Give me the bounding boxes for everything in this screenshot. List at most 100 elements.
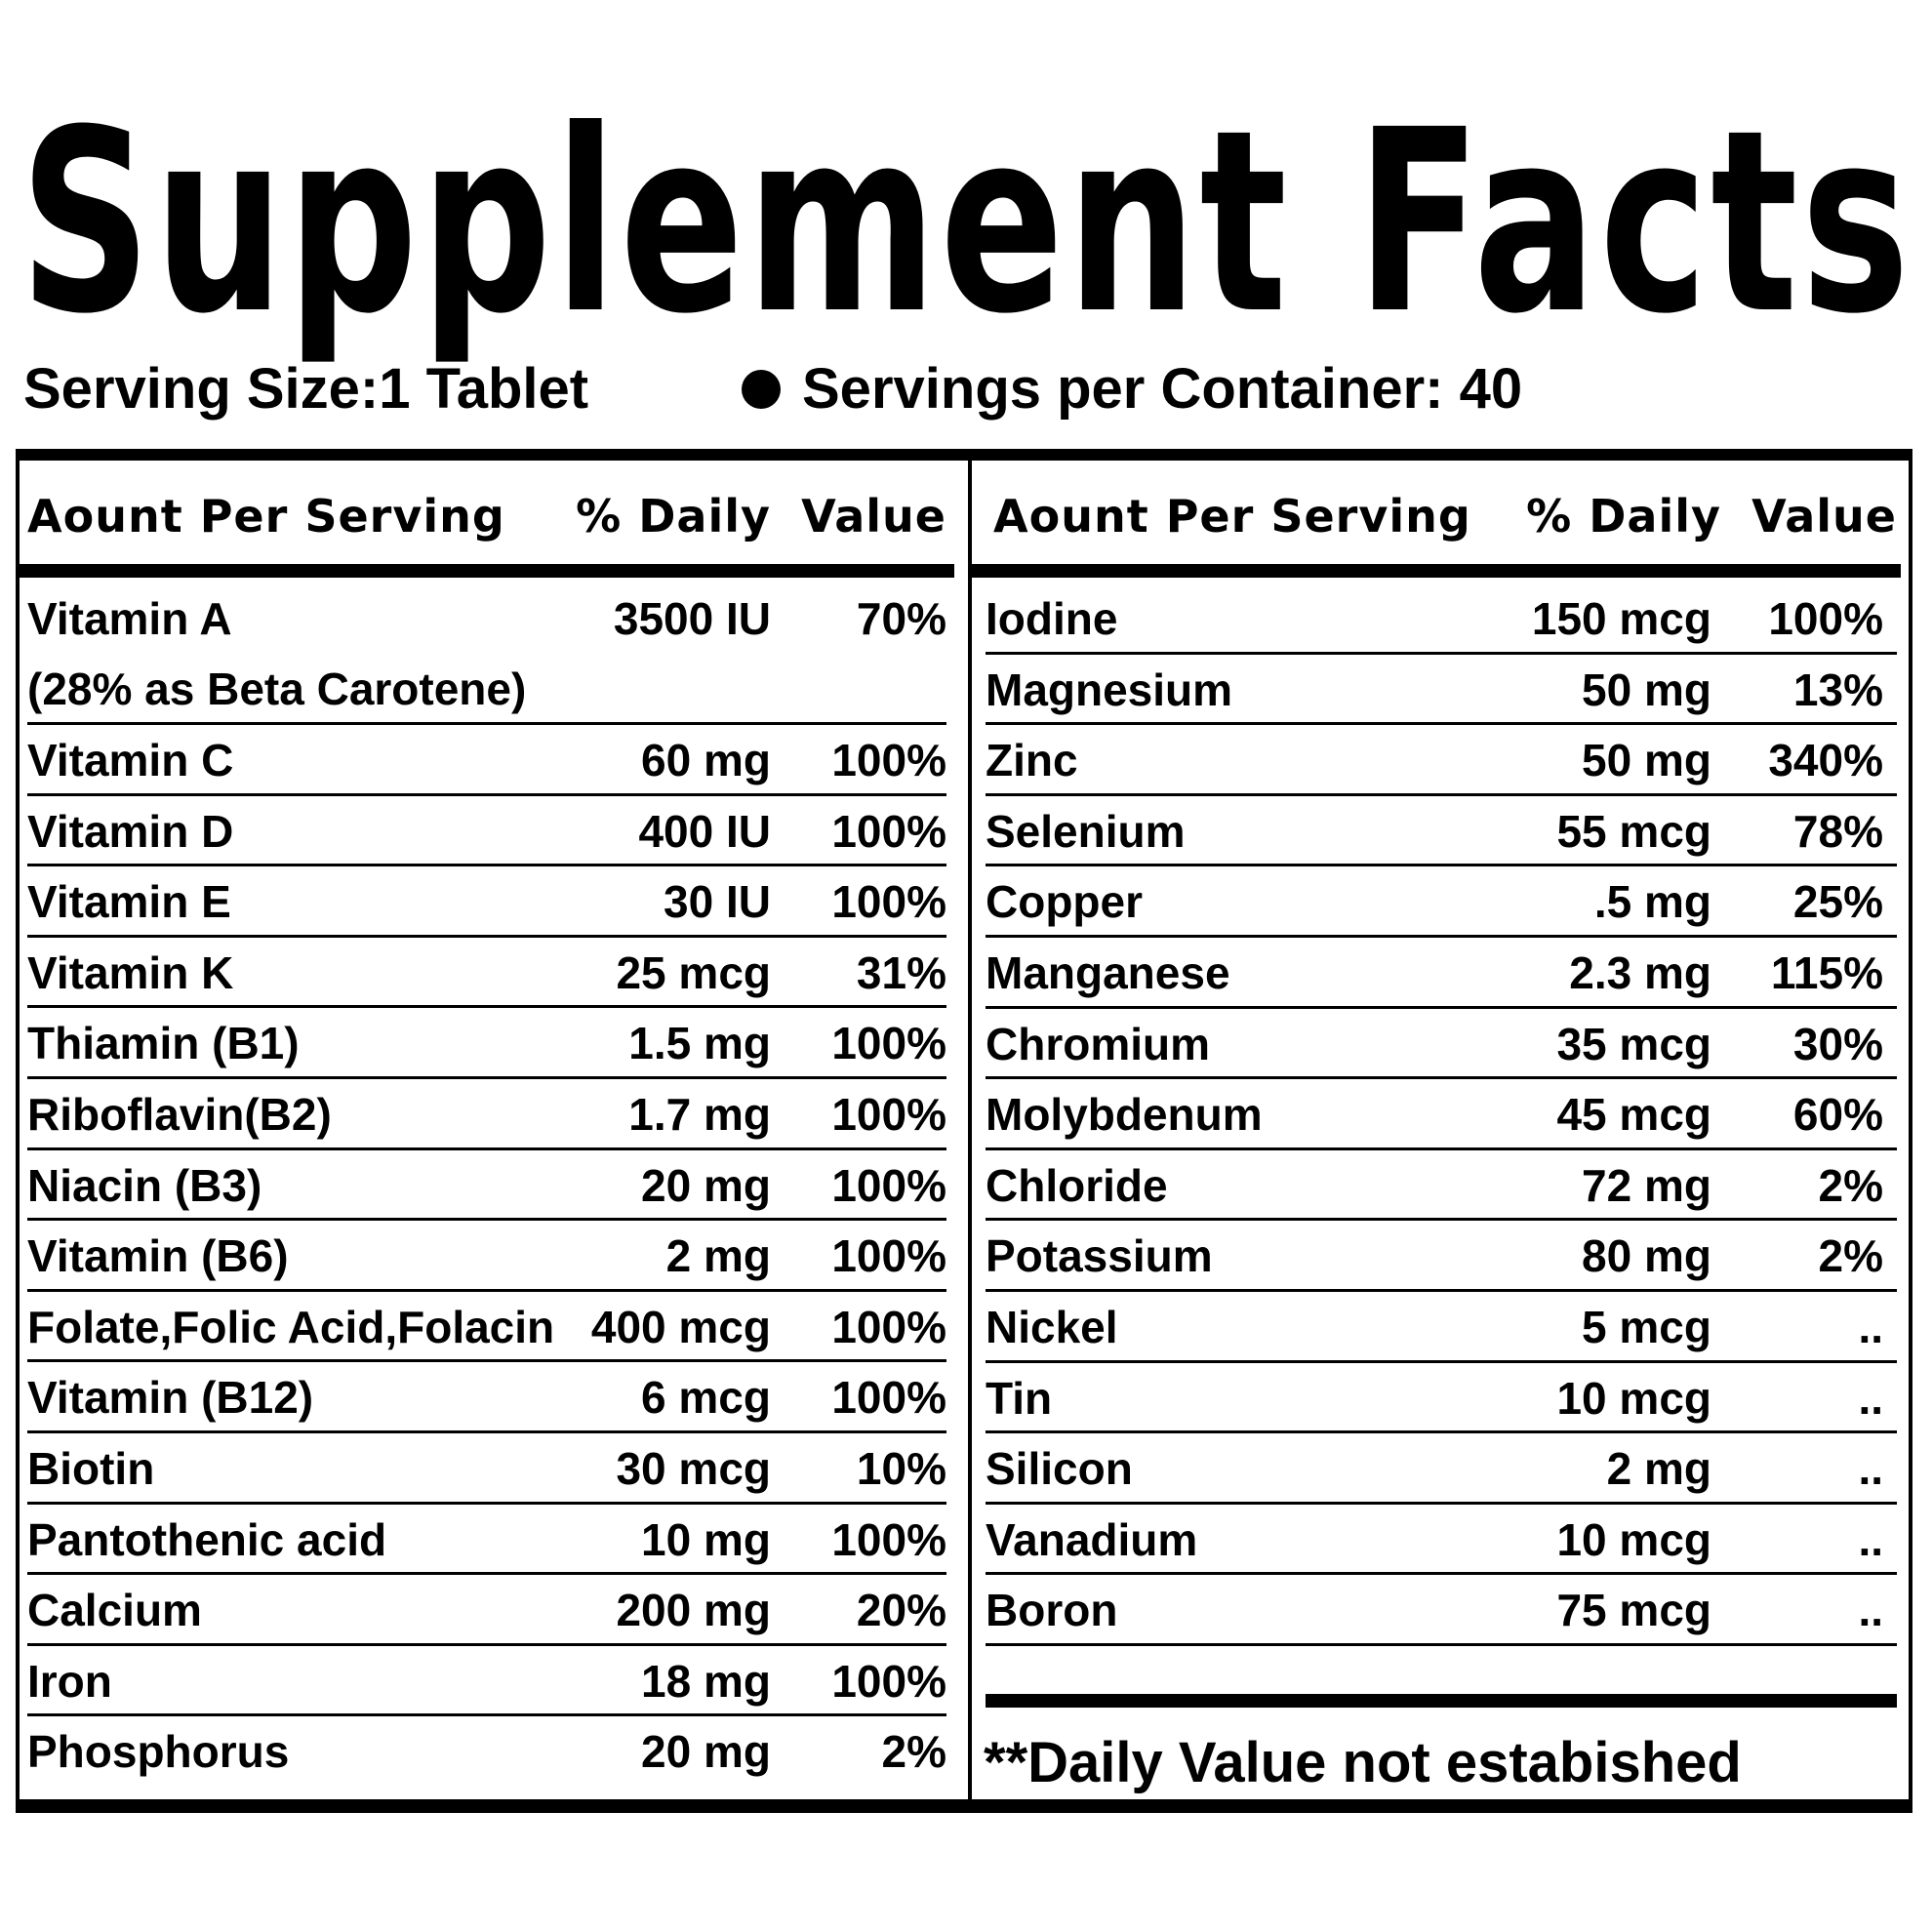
nutrient-amount: 200 mg (616, 1585, 771, 1636)
nutrient-name: Iron (27, 1655, 112, 1707)
nutrient-row: Iron 18 mg 100% (27, 1646, 946, 1717)
nutrient-row: Manganese 2.3 mg 115% (986, 938, 1897, 1009)
nutrient-amount: 30 mcg (616, 1442, 771, 1494)
nutrient-daily-value: 100% (831, 1018, 946, 1069)
nutrient-daily-value: .. (1858, 1301, 1883, 1352)
nutrient-name: Riboflavin(B2) (27, 1088, 332, 1140)
nutrient-amount: 2 mg (1606, 1443, 1711, 1495)
nutrient-row: Vitamin (B6) 2 mg 100% (27, 1221, 946, 1292)
nutrient-row: Potassium 80 mg 2% (986, 1221, 1897, 1292)
nutrient-amount: 150 mcg (1531, 593, 1711, 644)
nutrient-name: Copper (986, 876, 1143, 928)
nutrient-row: Vitamin K 25 mcg 31% (27, 938, 946, 1009)
header-value: Value (801, 490, 946, 543)
nutrient-amount: 50 mg (1582, 664, 1711, 715)
nutrient-row: Nickel 5 mcg.. (986, 1292, 1897, 1363)
nutrient-row: Calcium 200 mg 20% (27, 1575, 946, 1646)
nutrient-daily-value: 100% (831, 1655, 946, 1707)
nutrient-name: Potassium (986, 1230, 1213, 1282)
nutrient-daily-value: 100% (831, 1230, 946, 1282)
nutrient-daily-value: .. (1858, 1443, 1883, 1495)
left-column-header: Aount Per Serving % Daily Value (27, 476, 946, 556)
right-nutrient-list: Iodine 150 mcg 100% Magnesium 50 mg 13% Zinc 50… (986, 584, 1897, 1646)
nutrient-note: (28% as Beta Carotene) (27, 664, 527, 714)
nutrient-daily-value: 20% (856, 1585, 946, 1636)
nutrient-row: Vitamin E 30 IU 100% (27, 866, 946, 938)
header-rule (20, 564, 954, 578)
nutrient-name: Niacin (B3) (27, 1159, 262, 1211)
nutrient-row: Tin 10 mcg.. (986, 1363, 1897, 1434)
nutrient-amount: 2.3 mg (1569, 946, 1711, 998)
nutrient-amount: 1.5 mg (628, 1018, 771, 1069)
nutrient-amount: 20 mg (641, 1159, 771, 1211)
nutrient-name: Molybdenum (986, 1089, 1263, 1141)
facts-panel: Aount Per Serving % Daily Value Vitamin … (16, 449, 1912, 1813)
nutrient-row: Pantothenic acid 10 mg 100% (27, 1505, 946, 1576)
nutrient-amount: 72 mg (1582, 1159, 1711, 1211)
servings-per-container-text: Servings per Container: 40 (802, 357, 1523, 421)
nutrient-name: Zinc (986, 735, 1078, 786)
nutrient-name: Boron (986, 1585, 1118, 1636)
nutrient-name: Chromium (986, 1018, 1210, 1069)
nutrient-amount: 3500 IU (613, 593, 771, 644)
nutrient-amount: 6 mcg (641, 1372, 771, 1424)
nutrient-row: Copper .5 mg 25% (986, 866, 1897, 938)
nutrient-daily-value: 100% (831, 735, 946, 785)
nutrient-amount: 25 mcg (616, 946, 771, 998)
nutrient-row: Vanadium 10 mcg.. (986, 1505, 1897, 1576)
nutrient-daily-value: 25% (1792, 876, 1883, 928)
nutrient-row: Folate,Folic Acid,Folacin 400 mcg 100% (27, 1292, 946, 1363)
nutrient-daily-value: 115% (1770, 946, 1883, 998)
right-column-header: Aount Per Serving % Daily Value (993, 476, 1897, 556)
nutrient-amount: 55 mcg (1556, 805, 1711, 857)
nutrient-daily-value: 60% (1792, 1089, 1883, 1141)
nutrient-name: Vitamin D (27, 805, 234, 857)
nutrient-name: Thiamin (B1) (27, 1018, 300, 1069)
nutrient-name: Chloride (986, 1159, 1168, 1211)
page-title: Supplement Facts (20, 76, 1912, 369)
nutrient-name: Vitamin (B6) (27, 1230, 289, 1282)
nutrient-row: Magnesium 50 mg 13% (986, 655, 1897, 726)
nutrient-name: Iodine (986, 593, 1118, 644)
nutrient-amount: 1.7 mg (628, 1088, 771, 1140)
nutrient-row: Vitamin C 60 mg 100% (27, 725, 946, 796)
nutrient-name: Silicon (986, 1443, 1133, 1495)
nutrient-name: Manganese (986, 946, 1230, 998)
nutrient-daily-value: 100% (1768, 593, 1883, 644)
nutrient-row: Boron 75 mcg.. (986, 1575, 1897, 1646)
nutrient-amount: 10 mcg (1556, 1513, 1711, 1565)
nutrient-row: Vitamin D 400 IU 100% (27, 796, 946, 867)
nutrient-daily-value: 78% (1792, 805, 1883, 857)
nutrient-daily-value: 100% (831, 1088, 946, 1140)
nutrient-amount: 5 mcg (1582, 1301, 1711, 1352)
nutrient-amount: 400 IU (638, 805, 771, 857)
nutrient-name: Phosphorus (27, 1726, 290, 1778)
nutrient-amount: 10 mcg (1556, 1372, 1711, 1424)
header-daily: % Daily (576, 490, 771, 543)
nutrient-amount: 10 mg (641, 1513, 771, 1565)
nutrient-amount: 2 mg (665, 1230, 771, 1282)
header-amount: Aount Per Serving (27, 490, 505, 543)
nutrient-amount: 35 mcg (1556, 1018, 1711, 1069)
nutrient-name: Selenium (986, 805, 1186, 857)
nutrient-daily-value: .. (1858, 1513, 1883, 1565)
nutrient-daily-value: 100% (831, 1301, 946, 1352)
nutrient-name: Vitamin (B12) (27, 1372, 314, 1424)
nutrient-name: Vitamin K (27, 946, 234, 998)
nutrient-name: Tin (986, 1372, 1053, 1424)
nutrient-row: Phosphorus 20 mg 2% (27, 1716, 946, 1788)
header-daily: % Daily (1526, 490, 1721, 543)
nutrient-name: Vitamin E (27, 876, 231, 928)
left-column: Aount Per Serving % Daily Value Vitamin … (20, 461, 954, 1799)
left-nutrient-list: Vitamin A 3500 IU 70% (28% as Beta Carotene… (27, 584, 946, 1788)
nutrient-amount: 60 mg (641, 735, 771, 785)
nutrient-amount: 400 mcg (590, 1301, 771, 1352)
nutrient-amount: 30 IU (664, 876, 771, 928)
nutrient-name: Magnesium (986, 664, 1233, 715)
nutrient-row: Selenium 55 mcg 78% (986, 796, 1897, 867)
nutrient-row: Chloride 72 mg 2% (986, 1150, 1897, 1222)
nutrient-daily-value: 13% (1792, 664, 1883, 715)
nutrient-amount: 50 mg (1582, 735, 1711, 786)
nutrient-amount: 80 mg (1582, 1230, 1711, 1282)
nutrient-row: Thiamin (B1) 1.5 mg 100% (27, 1008, 946, 1079)
